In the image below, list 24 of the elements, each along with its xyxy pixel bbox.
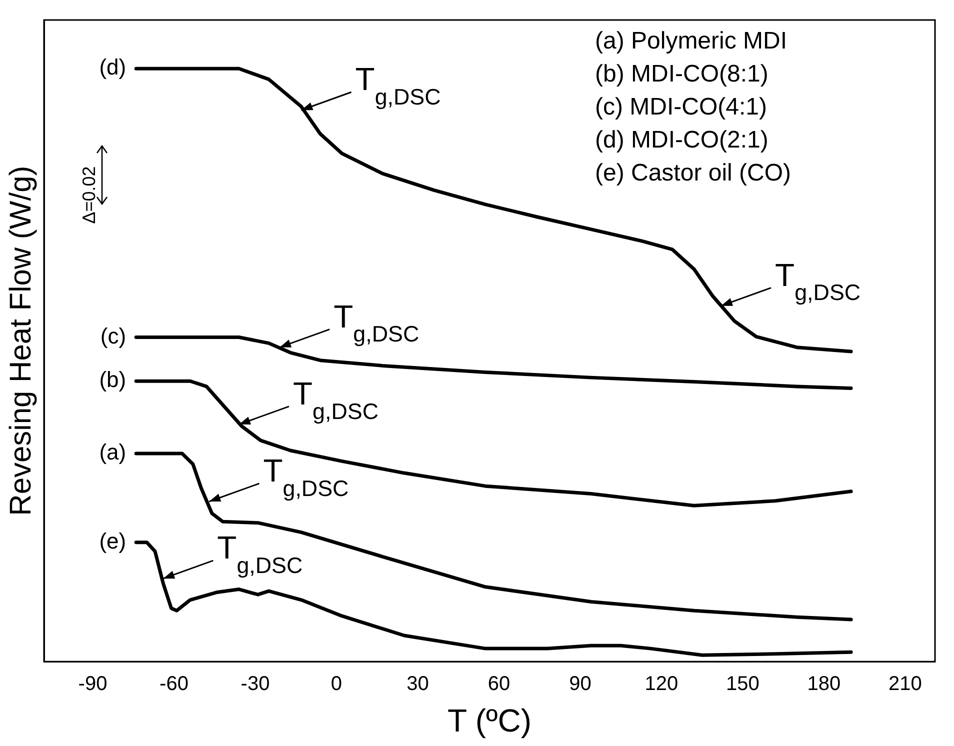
- x-tick-label: 180: [807, 673, 841, 696]
- annotation: (c) MDI-CO(4:1): [595, 94, 767, 121]
- series-label: (c): [100, 323, 126, 348]
- annotation: (e) Castor oil (CO): [595, 160, 792, 187]
- x-tick-label: 0: [330, 673, 342, 696]
- x-tick-label: 120: [644, 673, 678, 696]
- annotation: (b) MDI-CO(8:1): [595, 60, 768, 88]
- x-tick-label: 210: [888, 673, 922, 696]
- x-tick-label: -30: [240, 673, 270, 696]
- text: (a) Polymeric MDI: [595, 28, 788, 55]
- series-label: (b): [99, 367, 126, 392]
- x-tick-label: 90: [569, 673, 592, 696]
- x-tick-label: 150: [726, 673, 760, 696]
- x-tick-label: 30: [406, 673, 429, 696]
- annotation: (d) MDI-CO(2:1): [595, 126, 768, 154]
- series-label: (a): [99, 440, 126, 465]
- annotation: Δ=0.02: [78, 166, 99, 224]
- x-tick-label: -60: [160, 673, 188, 696]
- y-axis-title: Revesing Heat Flow (W/g): [4, 166, 38, 516]
- x-tick-label: -90: [78, 673, 108, 696]
- series-label: (e): [99, 528, 126, 554]
- x-axis-title: T (ºC): [448, 702, 532, 739]
- x-tick-label: 60: [488, 673, 510, 696]
- series-label: (d): [99, 54, 126, 80]
